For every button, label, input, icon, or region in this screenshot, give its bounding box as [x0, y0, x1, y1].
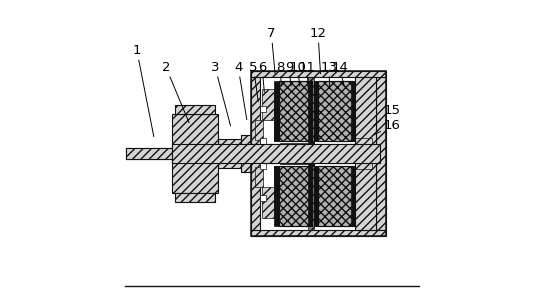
Bar	[126, 148, 171, 159]
Bar	[242, 135, 250, 172]
Bar	[280, 81, 312, 141]
Bar	[250, 71, 259, 236]
Bar	[318, 166, 354, 226]
Bar	[314, 81, 318, 141]
Bar	[372, 144, 378, 163]
Text: 13: 13	[320, 61, 337, 86]
Bar	[308, 81, 312, 141]
Bar	[218, 139, 250, 168]
Text: 4: 4	[234, 61, 247, 120]
Bar	[172, 114, 218, 193]
Bar	[250, 71, 386, 236]
Bar	[280, 143, 309, 164]
Bar	[318, 81, 354, 141]
Bar	[171, 144, 380, 163]
Bar	[255, 120, 263, 140]
Text: 6: 6	[258, 61, 267, 92]
Text: 15: 15	[373, 104, 400, 126]
Bar	[259, 144, 373, 163]
Text: 16: 16	[373, 119, 400, 135]
Bar	[261, 106, 267, 112]
Text: 10: 10	[289, 61, 306, 86]
Bar	[309, 141, 314, 166]
Bar	[250, 230, 386, 236]
Text: 9: 9	[285, 61, 293, 86]
Bar	[261, 195, 267, 201]
Bar	[126, 148, 171, 159]
Bar	[250, 71, 386, 77]
Bar	[308, 166, 312, 226]
Bar	[261, 144, 267, 150]
Bar	[275, 81, 280, 141]
Text: 11: 11	[299, 61, 316, 89]
Bar	[175, 193, 215, 202]
Bar	[318, 81, 354, 141]
Bar	[351, 81, 355, 141]
Bar	[266, 147, 370, 160]
Bar	[318, 166, 354, 226]
Bar	[376, 77, 386, 230]
Bar	[261, 157, 267, 163]
Bar	[175, 105, 215, 114]
Bar	[308, 166, 312, 226]
Bar	[314, 81, 318, 141]
Bar	[308, 81, 312, 141]
Bar	[255, 167, 263, 187]
Bar	[275, 166, 280, 226]
Bar	[280, 81, 312, 141]
Bar	[355, 77, 376, 230]
Bar	[351, 81, 355, 141]
Bar	[280, 166, 312, 226]
Text: 8: 8	[276, 61, 285, 86]
Bar	[259, 138, 266, 144]
Text: 7: 7	[267, 27, 276, 74]
Text: 12: 12	[310, 27, 326, 74]
Bar	[355, 138, 372, 169]
Bar	[308, 77, 314, 230]
Bar	[314, 166, 318, 226]
Bar	[171, 144, 380, 163]
Bar	[275, 166, 279, 209]
Bar	[280, 166, 312, 226]
Text: 3: 3	[211, 61, 231, 126]
Bar	[275, 98, 279, 141]
Text: 14: 14	[331, 61, 348, 86]
Bar	[351, 166, 355, 226]
Text: 2: 2	[162, 61, 189, 123]
Bar	[259, 163, 266, 169]
Bar	[314, 166, 318, 226]
Bar	[262, 187, 274, 218]
Bar	[351, 166, 355, 226]
Text: 5: 5	[249, 61, 258, 101]
Text: 1: 1	[133, 44, 154, 137]
Bar	[262, 89, 274, 120]
